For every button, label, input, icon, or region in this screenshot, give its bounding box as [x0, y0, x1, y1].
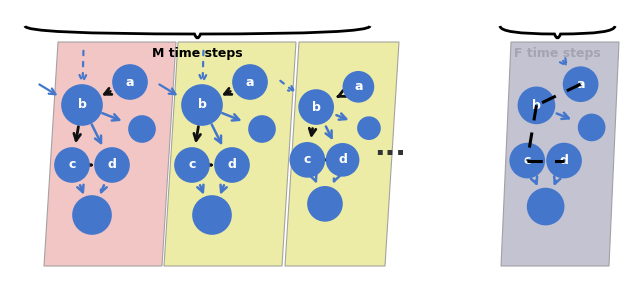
- Polygon shape: [44, 42, 176, 266]
- Text: b: b: [312, 101, 321, 114]
- Text: a: a: [246, 76, 254, 88]
- Circle shape: [518, 87, 554, 123]
- Circle shape: [358, 117, 380, 139]
- Text: d: d: [228, 159, 236, 172]
- Circle shape: [564, 67, 598, 101]
- Text: c: c: [524, 154, 531, 167]
- Circle shape: [299, 90, 333, 124]
- Circle shape: [291, 143, 324, 177]
- Circle shape: [175, 148, 209, 182]
- Circle shape: [62, 85, 102, 125]
- Text: ...: ...: [374, 133, 406, 161]
- Circle shape: [182, 85, 222, 125]
- Text: d: d: [559, 154, 568, 167]
- Text: F time steps: F time steps: [514, 47, 601, 60]
- Circle shape: [193, 196, 231, 234]
- Circle shape: [233, 65, 267, 99]
- Polygon shape: [164, 42, 296, 266]
- Circle shape: [73, 196, 111, 234]
- Text: a: a: [577, 78, 585, 91]
- Text: d: d: [108, 159, 116, 172]
- Text: a: a: [354, 80, 363, 93]
- Text: b: b: [532, 99, 541, 112]
- Circle shape: [326, 144, 358, 176]
- Text: c: c: [188, 159, 196, 172]
- Text: c: c: [303, 153, 311, 166]
- Circle shape: [215, 148, 249, 182]
- Circle shape: [510, 143, 544, 178]
- Text: b: b: [77, 98, 86, 111]
- Polygon shape: [285, 42, 399, 266]
- Circle shape: [249, 116, 275, 142]
- Text: c: c: [68, 159, 76, 172]
- Text: d: d: [338, 153, 347, 166]
- Text: M time steps: M time steps: [152, 47, 243, 60]
- Polygon shape: [501, 42, 619, 266]
- Circle shape: [527, 188, 564, 225]
- Circle shape: [95, 148, 129, 182]
- Circle shape: [129, 116, 155, 142]
- Text: b: b: [198, 98, 207, 111]
- Circle shape: [547, 143, 581, 178]
- Text: a: a: [125, 76, 134, 88]
- Circle shape: [308, 187, 342, 221]
- Circle shape: [344, 72, 373, 102]
- Circle shape: [55, 148, 89, 182]
- Circle shape: [579, 114, 605, 140]
- Circle shape: [113, 65, 147, 99]
